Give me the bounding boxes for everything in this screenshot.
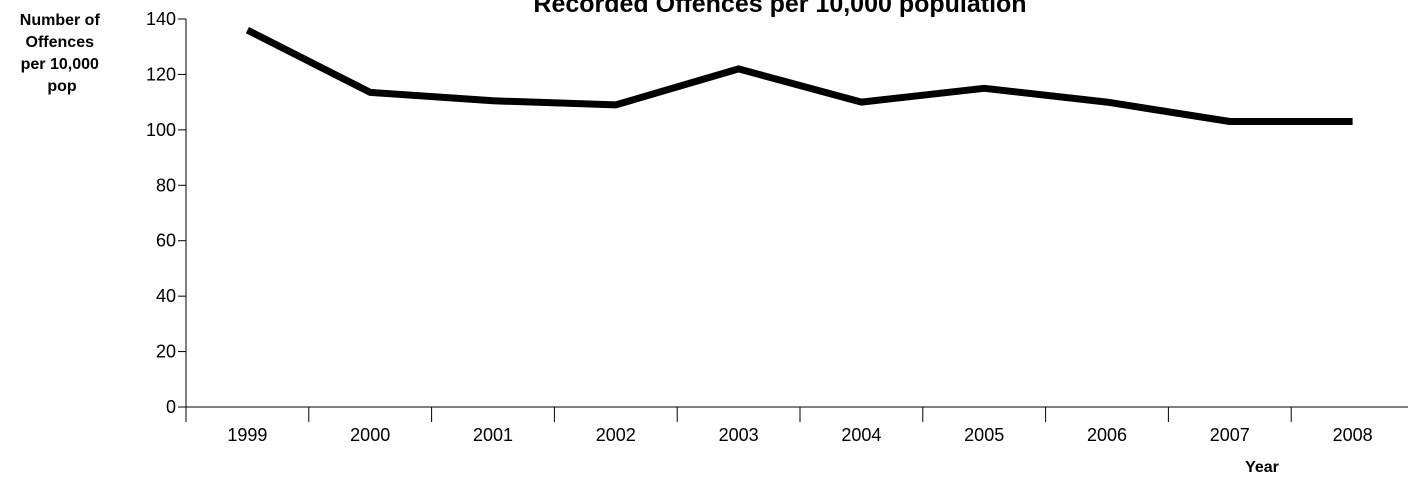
y-tick-label: 40 bbox=[156, 286, 176, 306]
y-tick-label: 120 bbox=[146, 64, 176, 84]
y-axis-label-line: Offences bbox=[26, 34, 95, 51]
axes bbox=[185, 19, 1408, 408]
y-tick-label: 60 bbox=[156, 231, 176, 251]
y-axis-label-line: per 10,000 bbox=[21, 56, 99, 73]
x-tick-label: 2000 bbox=[350, 425, 390, 445]
x-tick-label: 2005 bbox=[964, 425, 1004, 445]
series-line bbox=[245, 26, 1353, 125]
x-axis-label: Year bbox=[1245, 459, 1279, 476]
series-group bbox=[245, 26, 1353, 125]
x-axis-ticks: 1999 2000 2001 2002 2003 2004 2005 2006 2007 2008 bbox=[185, 407, 1373, 445]
y-axis-label-line: Number of bbox=[20, 12, 101, 29]
y-tick-label: 0 bbox=[166, 397, 176, 417]
y-tick-label: 80 bbox=[156, 175, 176, 195]
y-tick-label: 20 bbox=[156, 342, 176, 362]
x-tick-label: 2002 bbox=[596, 425, 636, 445]
y-axis-ticks: 0 20 40 60 80 100 120 140 bbox=[146, 9, 186, 417]
chart-title: Recorded Offences per 10,000 population bbox=[533, 0, 1026, 18]
x-tick-label: 1999 bbox=[227, 425, 267, 445]
x-tick-label: 2008 bbox=[1333, 425, 1373, 445]
y-tick-label: 100 bbox=[146, 120, 176, 140]
x-tick-label: 2007 bbox=[1210, 425, 1250, 445]
x-tick-label: 2001 bbox=[473, 425, 513, 445]
y-tick-label: 140 bbox=[146, 9, 176, 29]
y-axis-label: Number of Offences per 10,000 pop bbox=[20, 12, 104, 95]
x-tick-label: 2003 bbox=[719, 425, 759, 445]
x-tick-label: 2004 bbox=[841, 425, 881, 445]
y-axis-label-line: pop bbox=[47, 78, 77, 95]
x-tick-label: 2006 bbox=[1087, 425, 1127, 445]
